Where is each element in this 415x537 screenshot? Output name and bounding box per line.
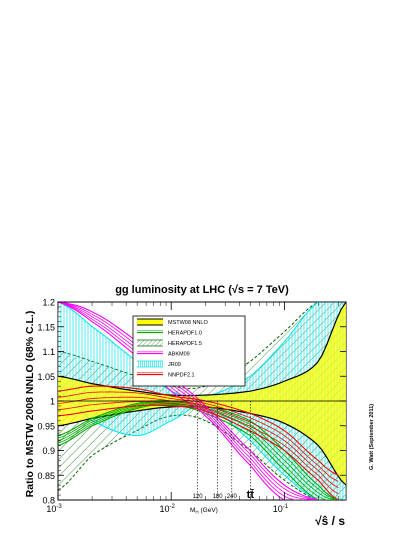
legend-label: HERAPDF1.0 — [168, 331, 202, 337]
band-lower-herapdf1-5 — [58, 414, 346, 500]
band-line-abkm09 — [58, 302, 319, 500]
legend-entry-herapdf1-0: HERAPDF1.0 — [137, 330, 202, 337]
legend-entry-herapdf1-5: HERAPDF1.5 — [137, 339, 202, 347]
svg-text:MH (GeV): MH (GeV) — [190, 507, 218, 515]
plot-area: 120 180 240 tt̄ — [57, 301, 347, 501]
y-tick-label: 0.8 — [42, 496, 55, 506]
x-axis-label: √ŝ / s — [315, 514, 345, 528]
x-tick-label: 10-3 — [46, 504, 62, 514]
legend-entry-mstw08-nnlo: MSTW08 NNLO — [137, 318, 208, 326]
svg-text:G. Watt (September 2011): G. Watt (September 2011) — [369, 404, 375, 470]
band-nnpdf2-1 — [58, 385, 339, 500]
author-annotation: G. Watt (September 2011) — [369, 404, 375, 470]
mass-axis-subscript: H — [195, 510, 198, 515]
legend-swatch — [137, 340, 163, 346]
y-tick-label: 0.85 — [37, 471, 55, 481]
y-tick-label: 1.1 — [42, 347, 55, 357]
legend-label: HERAPDF1.5 — [168, 341, 202, 347]
mass-axis-unit: (GeV) — [200, 507, 217, 514]
y-tick-label: 1.15 — [37, 322, 55, 332]
author-date: (September 2011) — [369, 404, 375, 450]
x-tick-label: 10-2 — [160, 504, 176, 514]
mass-axis-label: MH (GeV) — [190, 507, 218, 515]
mass-marker-label: 120 — [193, 494, 204, 500]
band-line-abkm09 — [58, 302, 319, 500]
band-line-nnpdf2-1 — [58, 396, 339, 488]
band-line-nnpdf2-1 — [58, 401, 339, 495]
legend-entry-jr09: JR09 — [137, 360, 181, 368]
mass-markers: 120 180 240 tt̄ — [193, 401, 255, 501]
legend-label: JR09 — [168, 362, 181, 368]
y-axis: 0.8 0.85 0.9 0.95 1 1.05 1.1 1.15 1.2 — [37, 298, 346, 506]
band-line-herapdf1-0 — [58, 401, 339, 500]
mass-marker-label: tt̄ — [247, 489, 255, 501]
legend-swatch — [137, 319, 163, 325]
band-upper-abkm09 — [58, 302, 319, 500]
legend-entry-abkm09: ABKM09 — [137, 351, 190, 358]
y-tick-label: 0.95 — [37, 421, 55, 431]
band-line-nnpdf2-1 — [58, 391, 339, 482]
y-tick-label: 1 — [50, 397, 55, 407]
band-fill-mstw08-nnlo — [58, 302, 346, 486]
band-line-abkm09 — [58, 302, 319, 500]
y-tick-label: 1.05 — [37, 372, 55, 382]
mass-marker-label: 180 — [213, 494, 224, 500]
band-lower-nnpdf2-1 — [58, 404, 339, 500]
y-tick-label: 1.2 — [42, 298, 55, 308]
y-axis-label: Ratio to MSTW 2008 NNLO (68% C.L.) — [24, 311, 36, 498]
band-line-herapdf1-0 — [58, 402, 339, 500]
chart-title: gg luminosity at LHC (√s = 7 TeV) — [115, 284, 289, 296]
legend-swatch — [137, 361, 163, 367]
legend-label: NNPDF2.1 — [168, 373, 195, 379]
legend-label: ABKM09 — [168, 352, 190, 358]
legend: MSTW08 NNLO HERAPDF1.0 HERAPDF1.5 ABKM09 JR0… — [132, 315, 246, 387]
mass-axis-symbol: M — [190, 507, 195, 514]
x-axis: 10-3 10-2 10-1 — [46, 302, 339, 514]
mass-marker-label: 240 — [227, 494, 238, 500]
y-tick-label: 0.9 — [42, 446, 55, 456]
band-upper-nnpdf2-1 — [58, 385, 339, 476]
band-lower-herapdf1-0 — [58, 404, 339, 500]
author-name: G. Watt — [369, 451, 375, 470]
x-tick-label: 10-1 — [273, 504, 289, 514]
legend-label: MSTW08 NNLO — [168, 320, 208, 326]
legend-entry-nnpdf2-1: NNPDF2.1 — [137, 372, 195, 379]
